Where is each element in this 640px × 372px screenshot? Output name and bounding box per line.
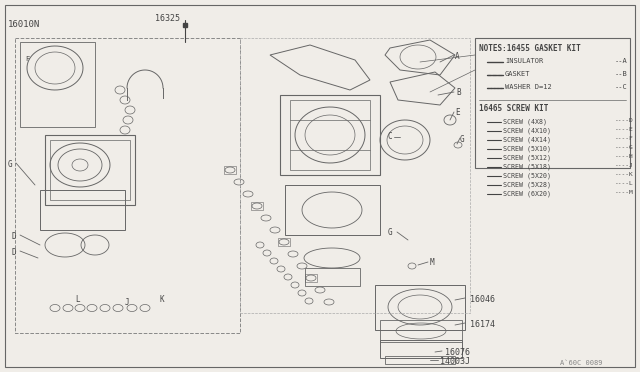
- Bar: [278, 238, 290, 246]
- Text: SCREW (5X20): SCREW (5X20): [503, 172, 551, 179]
- Bar: [380, 320, 462, 342]
- Text: B: B: [456, 88, 461, 97]
- Text: --B: --B: [615, 71, 628, 77]
- Text: INSULATOR: INSULATOR: [505, 58, 543, 64]
- Text: SCREW (5X28): SCREW (5X28): [503, 181, 551, 187]
- Text: 16046: 16046: [470, 295, 495, 304]
- Text: D: D: [12, 232, 17, 241]
- Text: SCREW (4X8): SCREW (4X8): [503, 118, 547, 125]
- Bar: [15, 38, 240, 333]
- Text: ----H: ----H: [615, 154, 634, 159]
- Text: K: K: [160, 295, 164, 304]
- Text: --C: --C: [615, 84, 628, 90]
- Bar: [50, 140, 130, 200]
- Text: G: G: [8, 160, 13, 169]
- Bar: [475, 38, 630, 168]
- Text: E: E: [455, 108, 460, 117]
- Text: ----K: ----K: [615, 172, 634, 177]
- Text: SCREW (4X14): SCREW (4X14): [503, 136, 551, 142]
- Bar: [280, 95, 380, 175]
- Text: 16465 SCREW KIT: 16465 SCREW KIT: [479, 104, 548, 113]
- Text: WASHER D=12: WASHER D=12: [505, 84, 552, 90]
- Text: J: J: [125, 298, 130, 307]
- Bar: [285, 185, 380, 235]
- Text: G: G: [460, 135, 465, 144]
- Text: F: F: [25, 56, 29, 62]
- Bar: [375, 285, 465, 330]
- Bar: [20, 42, 95, 127]
- Bar: [385, 356, 455, 364]
- Text: NOTES:16455 GASKET KIT: NOTES:16455 GASKET KIT: [479, 44, 580, 53]
- Bar: [305, 274, 317, 282]
- Text: ----M: ----M: [615, 190, 634, 195]
- Text: --A: --A: [615, 58, 628, 64]
- Text: ----G: ----G: [615, 145, 634, 150]
- Text: G: G: [388, 228, 392, 237]
- Text: SCREW (4X10): SCREW (4X10): [503, 127, 551, 134]
- Text: A: A: [455, 52, 460, 61]
- Bar: [290, 100, 370, 170]
- Bar: [251, 202, 263, 210]
- Text: GASKET: GASKET: [505, 71, 531, 77]
- Text: ----J: ----J: [615, 163, 634, 168]
- Text: L: L: [75, 295, 79, 304]
- Text: SCREW (5X12): SCREW (5X12): [503, 154, 551, 160]
- Text: 14003J: 14003J: [440, 357, 470, 366]
- Text: ----L: ----L: [615, 181, 634, 186]
- Bar: [305, 268, 360, 286]
- Text: ----E: ----E: [615, 127, 634, 132]
- Text: 16174: 16174: [470, 320, 495, 329]
- Text: SCREW (6X20): SCREW (6X20): [503, 190, 551, 196]
- Bar: [45, 135, 135, 205]
- Text: D: D: [12, 248, 17, 257]
- Text: M: M: [430, 258, 435, 267]
- Text: 16325: 16325: [155, 14, 180, 23]
- Text: A`60C 0089: A`60C 0089: [560, 360, 602, 366]
- Text: SCREW (5X18): SCREW (5X18): [503, 163, 551, 170]
- Bar: [224, 166, 236, 174]
- Bar: [40, 190, 125, 230]
- Text: 16076: 16076: [445, 348, 470, 357]
- Text: ----D: ----D: [615, 118, 634, 123]
- Text: C: C: [388, 132, 392, 141]
- Text: ----F: ----F: [615, 136, 634, 141]
- Bar: [380, 340, 462, 358]
- Text: SCREW (5X10): SCREW (5X10): [503, 145, 551, 151]
- Text: 16010N: 16010N: [8, 20, 40, 29]
- Bar: [240, 38, 470, 313]
